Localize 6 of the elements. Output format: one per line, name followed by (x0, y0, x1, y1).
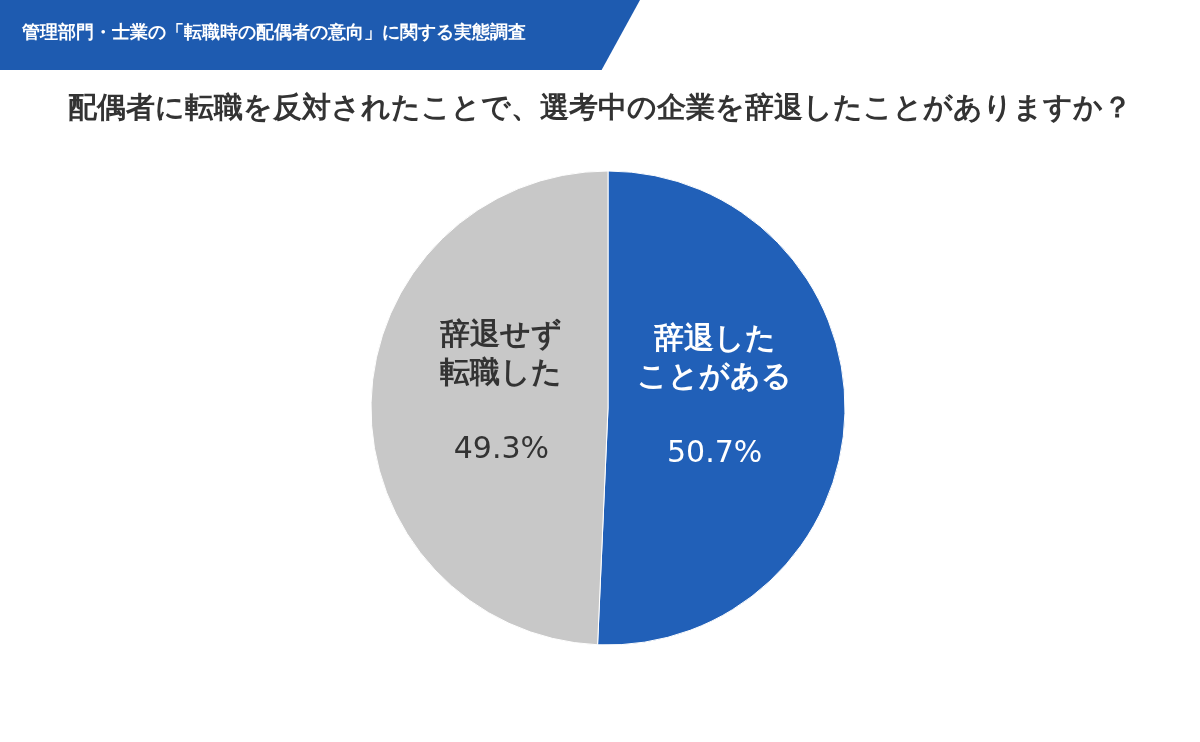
slice-label: 辞退せず転職した (439, 315, 563, 389)
slice-label: 辞退したことがある (637, 320, 793, 394)
data-label: 50.7% (666, 434, 763, 470)
chart-subtitle: 管理部門・士業の「転職時の配偶者の意向」に関する実態調査 (22, 20, 526, 44)
data-label: 49.3% (453, 429, 550, 465)
chart-title: 配偶者に転職を反対されたことで、選考中の企業を辞退したことがありますか？ (67, 89, 1133, 126)
